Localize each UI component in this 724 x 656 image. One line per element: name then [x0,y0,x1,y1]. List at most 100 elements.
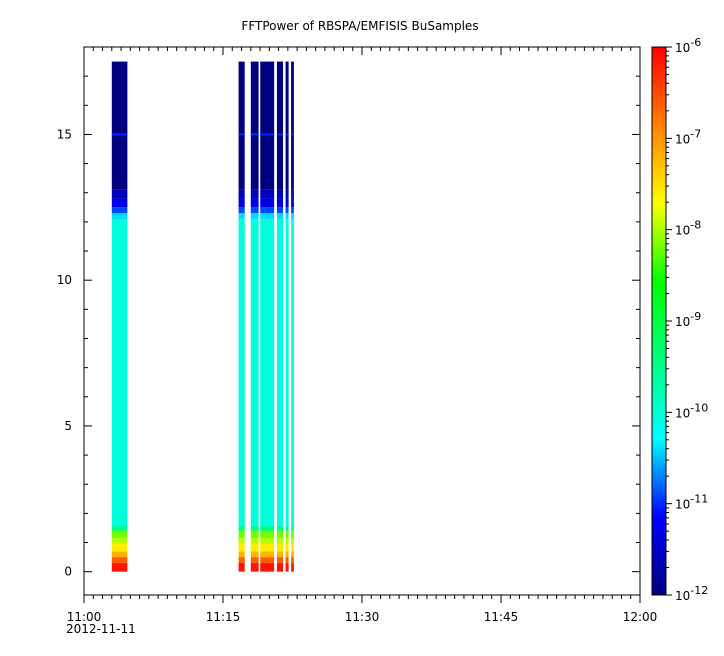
spectrogram-cell [238,61,245,190]
spectrogram-cell [250,198,259,208]
spectrogram-cell [291,543,294,552]
spectrogram-cell [238,189,245,199]
spectrogram-cell [238,557,245,563]
x-axis: 11:00 11:15 11:30 11:45 12:00 [67,47,657,624]
spectrogram-cell [111,189,128,199]
y-tick-label: 5 [64,419,72,433]
spectrogram-cell [238,198,245,208]
spectrogram-cell [238,543,245,552]
spectrogram-cell [111,562,128,572]
spectrogram-line-15 [111,133,128,136]
spectrogram-cell [291,557,294,563]
spectrogram-cell [238,538,245,544]
spectrogram-cell [238,530,245,539]
spectrogram-cell [285,198,289,208]
spectrogram-cell [260,198,275,208]
spectrogram-cell [285,526,289,531]
spectrogram-cell [260,551,275,558]
spectrogram-cell [285,551,289,558]
y-tick-label: 0 [64,565,72,579]
spectrogram-cell [111,543,128,552]
spectrogram-cell [250,543,259,552]
spectrogram-cell [276,218,284,527]
spectrogram-cell [260,557,275,563]
spectrogram-cell [111,530,128,539]
spectrogram-cell [276,189,284,199]
spectrogram-cell [111,557,128,563]
x-tick-label: 11:00 [67,610,102,624]
spectrogram-cell [250,530,259,539]
spectrogram-cell [260,526,275,531]
spectrogram-cell [291,189,294,199]
spectrogram-cell [111,61,128,190]
spectrogram-cell [291,61,294,190]
spectrogram-cell [291,551,294,558]
spectrogram-cell [291,207,294,214]
colorbar-tick-label: 10-12 [675,584,708,603]
spectrogram-cell [276,207,284,214]
spectrogram-cell [285,213,289,219]
spectrogram-cell [276,213,284,219]
colorbar-tick-label: 10-8 [675,219,701,238]
x-tick-label: 11:45 [484,610,519,624]
time-segment [260,61,275,572]
spectrogram-line-15 [250,133,259,136]
colorbar-axis: 10-6 10-7 10-8 10-9 10-10 10-11 10-12 [666,36,708,603]
spectrogram-cell [276,543,284,552]
colorbar-tick-label: 10-6 [675,36,701,55]
spectrogram-cell [285,538,289,544]
spectrogram-cell [285,218,289,527]
colorbar-tick-label: 10-7 [675,127,701,146]
time-segment [291,61,294,572]
spectrogram-cell [291,213,294,219]
x-tick-label: 11:15 [206,610,241,624]
y-tick-label: 15 [57,127,72,141]
y-tick-label: 10 [57,273,72,287]
time-segment [111,61,128,572]
spectrogram-cell [250,61,259,190]
x-tick-label: 11:30 [345,610,380,624]
spectrogram-cell [238,207,245,214]
spectrogram-cell [238,526,245,531]
time-segment [238,61,245,572]
spectrogram-cell [276,551,284,558]
spectrogram-cell [291,562,294,572]
spectrogram-cell [111,538,128,544]
spectrogram-cell [276,61,284,190]
spectrogram-cell [250,562,259,572]
spectrogram-cell [250,551,259,558]
spectrogram-cell [260,530,275,539]
spectrogram-line-15 [260,133,275,136]
spectrogram-cell [111,207,128,214]
spectrogram-cell [238,551,245,558]
spectrogram-cell [285,207,289,214]
spectrogram-cell [238,213,245,219]
spectrogram-cell [250,526,259,531]
spectrogram-cell [111,526,128,531]
spectrogram-cell [291,218,294,527]
spectrogram-cell [291,530,294,539]
spectrogram-cell [111,218,128,527]
spectrogram-cell [276,538,284,544]
spectrogram-cell [111,213,128,219]
colorbar [651,46,667,596]
spectrogram-cell [260,61,275,190]
spectrogram-cell [250,213,259,219]
spectrogram-cell [250,189,259,199]
spectrogram-cell [250,557,259,563]
spectrogram-cell [291,198,294,208]
spectrogram-cell [260,562,275,572]
spectrogram-cell [285,530,289,539]
spectrogram-cell [250,218,259,527]
spectrogram-cell [111,551,128,558]
spectrogram-cell [276,526,284,531]
spectrogram-cell [276,562,284,572]
y-axis: 0 5 10 15 [57,46,640,579]
spectrogram-line-15 [276,133,284,136]
spectrogram-cell [285,557,289,563]
spectrogram-cell [260,538,275,544]
spectrogram-cell [291,538,294,544]
colorbar-tick-label: 10-10 [675,401,708,420]
plot-frame [83,46,641,596]
